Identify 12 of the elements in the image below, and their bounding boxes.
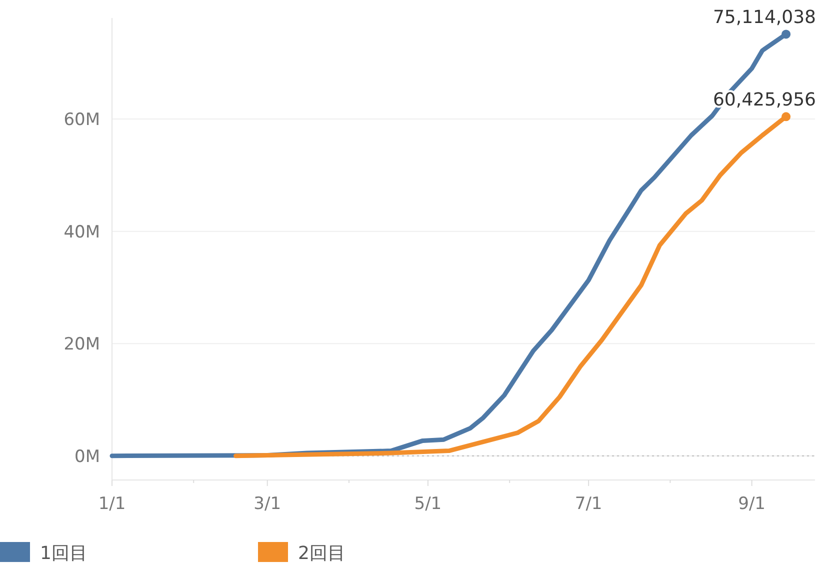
legend-label: 1回目 — [40, 543, 88, 563]
x-tick-label: 9/1 — [738, 494, 766, 514]
x-tick-label: 5/1 — [414, 494, 442, 514]
y-tick-label: 0M — [74, 446, 100, 467]
x-tick-label: 7/1 — [574, 494, 602, 514]
y-tick-label: 60M — [64, 110, 100, 130]
y-tick-label: 40M — [64, 222, 100, 242]
x-tick-label: 1/1 — [98, 494, 126, 514]
data-label: 75,114,038 — [712, 7, 816, 28]
legend-label: 2回目 — [298, 543, 346, 563]
x-tick-label: 3/1 — [254, 494, 282, 514]
y-tick-label: 20M — [64, 334, 100, 355]
